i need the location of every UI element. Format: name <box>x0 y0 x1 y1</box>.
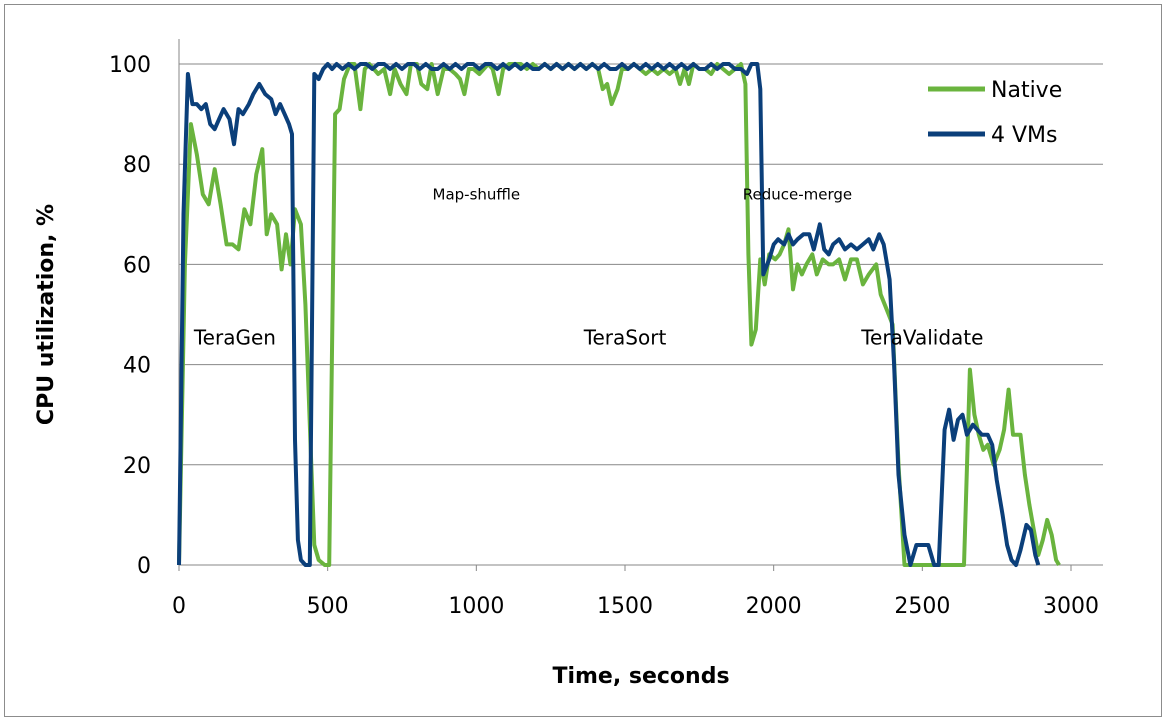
chart-frame: 0 20 40 60 80 100 0 500 1000 1500 2000 2500 3000 Ter… <box>4 4 1162 717</box>
x-tick-label: 2500 <box>894 594 950 619</box>
annotation-label: TeraSort <box>583 326 667 350</box>
annotation-label: Reduce-merge <box>743 185 852 203</box>
x-axis-label: Time, seconds <box>552 664 729 689</box>
annotations: TeraGen Map-shuffle Reduce-merge TeraSort Te… <box>193 185 984 349</box>
x-tick-label: 1500 <box>597 594 653 619</box>
y-tick-label: 80 <box>123 153 151 178</box>
legend: Native 4 VMs <box>928 78 1062 148</box>
y-tick-label: 100 <box>109 53 151 78</box>
series-lines <box>177 62 1061 567</box>
annotation-label: TeraValidate <box>860 326 983 350</box>
x-tick-label: 3000 <box>1043 594 1099 619</box>
y-tick-label: 40 <box>123 354 151 379</box>
y-axis-label: CPU utilization, % <box>34 204 59 425</box>
annotation-label: TeraGen <box>193 326 276 350</box>
annotation-label: Map-shuffle <box>433 185 521 203</box>
x-tick-label: 2000 <box>746 594 802 619</box>
gridlines <box>179 63 1103 466</box>
x-tick-label: 1000 <box>448 594 504 619</box>
series-line-4-vms <box>177 62 1041 567</box>
legend-entry: 4 VMs <box>991 123 1057 148</box>
y-tick-label: 0 <box>137 554 151 579</box>
legend-entry: Native <box>991 78 1062 103</box>
y-tick-label: 60 <box>123 253 151 278</box>
x-tick-label: 500 <box>307 594 349 619</box>
x-tick-label: 0 <box>172 594 186 619</box>
y-tick-label: 20 <box>123 454 151 479</box>
